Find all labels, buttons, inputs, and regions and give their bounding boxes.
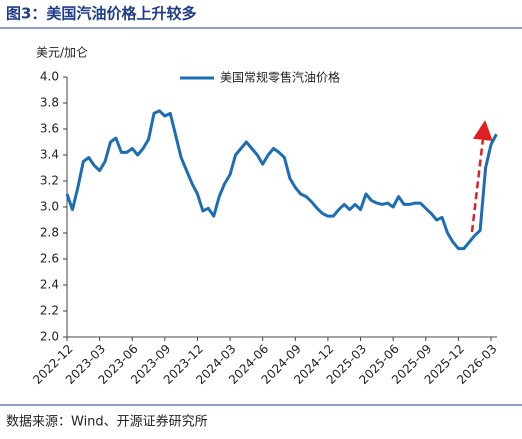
y-tick-label: 3.8: [40, 96, 59, 110]
y-tick-label: 2.4: [40, 278, 59, 292]
legend-label: 美国常规零售汽油价格: [220, 70, 340, 85]
y-tick-label: 3.4: [40, 148, 59, 162]
y-tick-label: 2.8: [40, 226, 59, 240]
y-tick-label: 3.6: [40, 122, 59, 136]
y-unit: 美元/加仑: [36, 46, 88, 60]
y-tick-label: 2.6: [40, 252, 59, 266]
y-tick-label: 2.2: [40, 304, 59, 318]
line-series: [65, 109, 498, 251]
y-tick-label: 3.2: [40, 174, 59, 188]
chart-title: 图3：美国汽油价格上升较多: [6, 5, 196, 23]
trend-arrow: [470, 120, 493, 233]
y-tick-label: 3.0: [40, 200, 59, 214]
y-tick-label: 2.0: [40, 330, 59, 344]
y-tick-label: 4.0: [40, 70, 59, 84]
source: 数据来源：Wind、开源证券研究所: [6, 414, 208, 430]
